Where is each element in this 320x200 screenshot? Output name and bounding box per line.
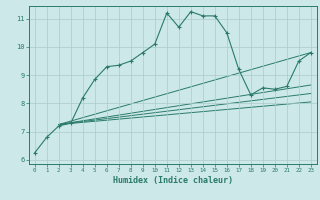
X-axis label: Humidex (Indice chaleur): Humidex (Indice chaleur) (113, 176, 233, 185)
